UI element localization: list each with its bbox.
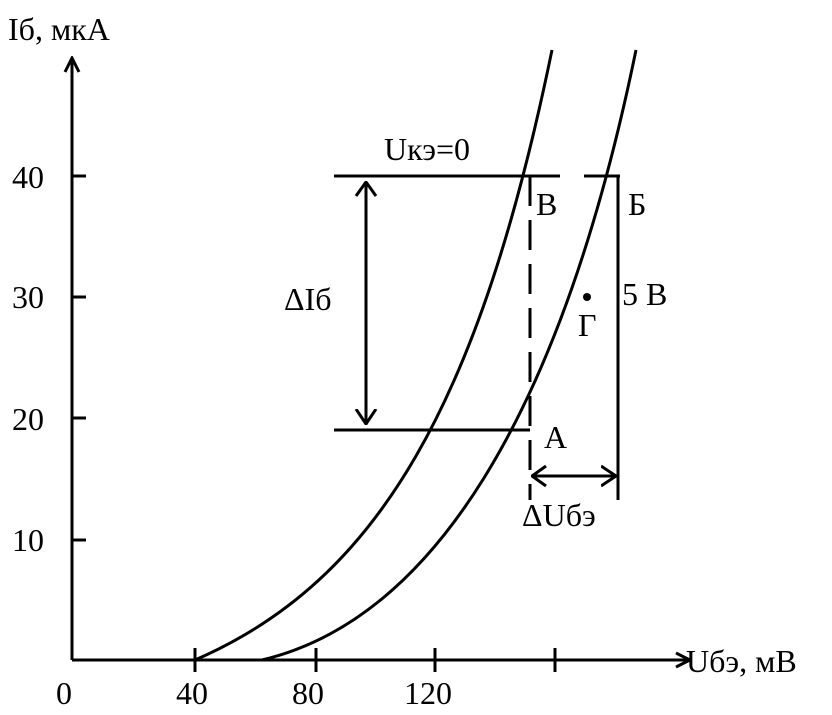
delta-ib-label: ΔIб: [284, 281, 332, 317]
curve-uke-0: [194, 49, 554, 662]
x-tick-label-40: 40: [176, 675, 208, 711]
point-v-label: В: [536, 186, 557, 222]
y-tick-label-30: 30: [12, 279, 44, 315]
point-g-dot: [583, 293, 591, 301]
curve-5-label: 5 В: [622, 276, 667, 312]
curve-uke-5: [261, 49, 638, 662]
curve-0-label: Uкэ=0: [384, 131, 470, 167]
point-a-label: A: [544, 419, 567, 455]
y-tick-label-20: 20: [12, 401, 44, 437]
y-tick-label-10: 10: [12, 522, 44, 558]
y-tick-label-40: 40: [12, 159, 44, 195]
x-tick-label-120: 120: [404, 675, 452, 711]
x-tick-label-80: 80: [292, 675, 324, 711]
point-b-label: Б: [628, 186, 646, 222]
x-axis-title: Uбэ, мВ: [686, 643, 797, 679]
point-g-label: Г: [578, 307, 597, 343]
x-tick-label-0: 0: [56, 675, 72, 711]
y-axis-title: Iб, мкА: [8, 11, 110, 47]
delta-ube-label: ΔUбэ: [522, 497, 596, 533]
